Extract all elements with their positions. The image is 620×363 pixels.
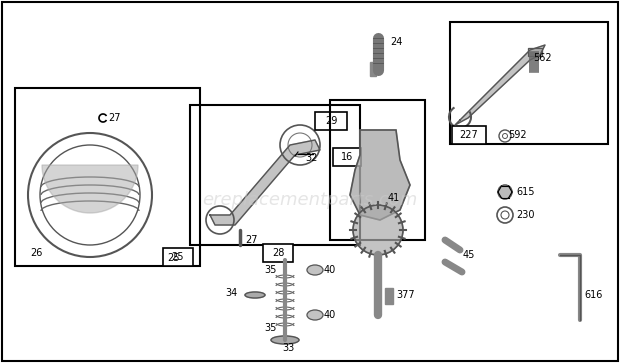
Bar [450,22,608,144]
Wedge shape [42,165,138,213]
Ellipse shape [307,265,323,275]
Text: 40: 40 [324,265,336,275]
Bar [15,88,200,266]
Text: 29: 29 [325,116,337,126]
Text: 227: 227 [459,130,479,140]
Bar [452,126,486,144]
Text: 32: 32 [305,153,317,163]
Polygon shape [350,130,410,220]
Bar [263,244,293,262]
Bar [333,148,361,166]
Ellipse shape [307,310,323,320]
Bar [370,62,376,76]
Text: 40: 40 [324,310,336,320]
Bar [528,48,542,56]
Ellipse shape [271,336,299,344]
Text: 27: 27 [245,235,257,245]
Bar [385,288,393,304]
Text: 35: 35 [264,265,277,275]
Text: 562: 562 [533,53,552,63]
Text: 45: 45 [463,250,476,260]
Text: 592: 592 [508,130,526,140]
Text: 24: 24 [390,37,402,47]
Text: 26: 26 [30,248,42,258]
Text: 27: 27 [108,113,120,123]
Text: 25: 25 [172,252,184,262]
Text: 35: 35 [264,323,277,333]
Text: 25: 25 [168,253,180,263]
Bar [163,248,193,266]
Bar [330,100,425,240]
Text: 16: 16 [341,152,353,162]
Circle shape [353,205,403,255]
Text: 41: 41 [388,193,401,203]
Bar [315,112,347,130]
Text: 616: 616 [584,290,603,300]
Bar [190,105,360,245]
Polygon shape [455,45,545,125]
Ellipse shape [245,292,265,298]
Text: 34: 34 [226,288,238,298]
Text: 28: 28 [272,248,284,258]
Circle shape [498,185,512,199]
Text: 615: 615 [516,187,534,197]
Polygon shape [210,140,320,225]
Bar [528,48,542,56]
Text: 33: 33 [282,343,294,353]
Text: ereplacementparts.com: ereplacementparts.com [202,191,418,209]
Text: 377: 377 [396,290,415,300]
Text: 230: 230 [516,210,534,220]
